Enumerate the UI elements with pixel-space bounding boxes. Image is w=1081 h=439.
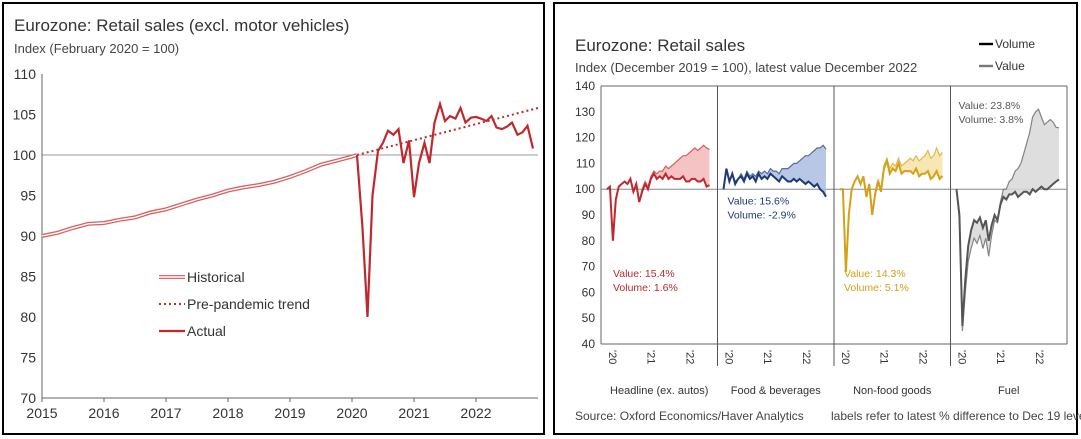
x-tick-label: '22	[683, 350, 695, 364]
panel-volume-label: Volume: 1.6%	[613, 282, 678, 294]
y-tick-label: 75	[20, 350, 36, 366]
x-tick-label: 2021	[398, 405, 429, 421]
panel-value-label: Value: 23.8%	[959, 100, 1021, 112]
x-tick-label: 2017	[150, 405, 181, 421]
panel-fill-band	[840, 147, 943, 272]
y-tick-label: 140	[575, 79, 595, 93]
left-chart-title: Eurozone: Retail sales (excl. motor vehi…	[14, 16, 350, 35]
x-tick-label: '21	[645, 350, 657, 364]
x-tick-label: '21	[878, 350, 890, 364]
y-tick-label: 85	[20, 269, 36, 285]
series-pre-pandemic-trend-line	[356, 107, 539, 156]
x-tick-label: 2015	[26, 405, 57, 421]
y-tick-label: 80	[582, 234, 596, 248]
right-chart-title: Eurozone: Retail sales	[575, 36, 746, 55]
x-tick-label: '21	[994, 350, 1006, 364]
panel-name-label: Fuel	[998, 385, 1019, 397]
x-tick-label: 2018	[212, 405, 243, 421]
legend-label: Volume	[995, 37, 1035, 51]
left-chart-plot: 70 75 80 85 90 95 100 105 110 2015 2016 2017 2018 201…	[13, 66, 539, 421]
series-historical-line-inner	[41, 154, 358, 237]
y-tick-label: 50	[582, 311, 596, 325]
x-tick-label: '22	[916, 350, 928, 364]
x-tick-label: '20	[723, 350, 735, 364]
panel-value-label: Value: 14.3%	[844, 268, 906, 280]
panel-fill-band	[956, 109, 1059, 332]
panel-name-label: Headline (ex. autos)	[610, 385, 708, 397]
panel-name-label: Food & beverages	[731, 385, 821, 397]
panel-volume-label: Volume: -2.9%	[728, 210, 796, 222]
panel-name-label: Non-food goods	[853, 385, 932, 397]
y-tick-label: 110	[576, 156, 595, 170]
right-chart-source: Source: Oxford Economics/Haver Analytics	[575, 409, 804, 423]
y-tick-label: 60	[582, 285, 596, 299]
x-tick-label: '22	[1033, 350, 1045, 364]
x-tick-label: '20	[839, 350, 851, 364]
x-tick-label: 2019	[274, 405, 305, 421]
legend-label: Historical	[187, 269, 245, 285]
series-volume-line	[606, 171, 710, 241]
y-tick-label: 100	[13, 147, 37, 163]
legend-label: Value	[995, 59, 1025, 73]
y-tick-label: 40	[582, 337, 596, 351]
y-tick-label: 70	[20, 390, 36, 406]
y-tick-label: 120	[575, 131, 595, 145]
x-tick-label: 2016	[88, 405, 119, 421]
series-volume-line	[722, 168, 827, 198]
x-tick-label: '22	[800, 350, 812, 364]
y-tick-label: 70	[582, 260, 596, 274]
panel-volume-label: Volume: 5.1%	[844, 282, 909, 294]
legend-label: Pre-pandemic trend	[187, 296, 310, 312]
right-chart-note: labels refer to latest % difference to D…	[831, 409, 1081, 423]
left-chart-panel: Eurozone: Retail sales (excl. motor vehi…	[2, 2, 545, 435]
y-tick-label: 100	[575, 182, 595, 196]
y-tick-label: 110	[14, 66, 37, 82]
right-chart-subtitle: Index (December 2019 = 100), latest valu…	[575, 60, 918, 75]
panel-value-label: Value: 15.6%	[728, 196, 790, 208]
series-actual-line	[355, 100, 535, 318]
panel-fill-band	[723, 145, 826, 197]
y-tick-label: 90	[20, 228, 36, 244]
panel-volume-label: Volume: 3.8%	[959, 114, 1024, 126]
right-chart-plot: 40 50 60 70 80 90 100 110 120 130 140 '20 '21 '22 Head…	[575, 37, 1068, 397]
y-tick-label: 80	[20, 309, 36, 325]
y-tick-label: 130	[575, 105, 595, 119]
series-volume-line	[840, 157, 944, 272]
legend-label: Actual	[187, 323, 226, 339]
y-tick-label: 95	[20, 188, 36, 204]
x-tick-label: '21	[761, 350, 773, 364]
left-chart-subtitle: Index (February 2020 = 100)	[14, 41, 180, 56]
x-tick-label: '20	[606, 350, 618, 364]
y-tick-label: 90	[582, 208, 596, 222]
x-tick-label: 2020	[336, 405, 367, 421]
panel-value-label: Value: 15.4%	[613, 268, 675, 280]
series-value-line	[955, 108, 1060, 332]
panel-fill-band	[607, 145, 710, 241]
series-volume-line	[955, 178, 1060, 326]
series-value-line	[722, 144, 827, 190]
x-tick-label: '20	[956, 350, 968, 364]
x-tick-label: 2022	[460, 405, 491, 421]
right-chart-panel: Eurozone: Retail sales Index (December 2…	[553, 2, 1081, 435]
y-tick-label: 105	[13, 107, 37, 123]
